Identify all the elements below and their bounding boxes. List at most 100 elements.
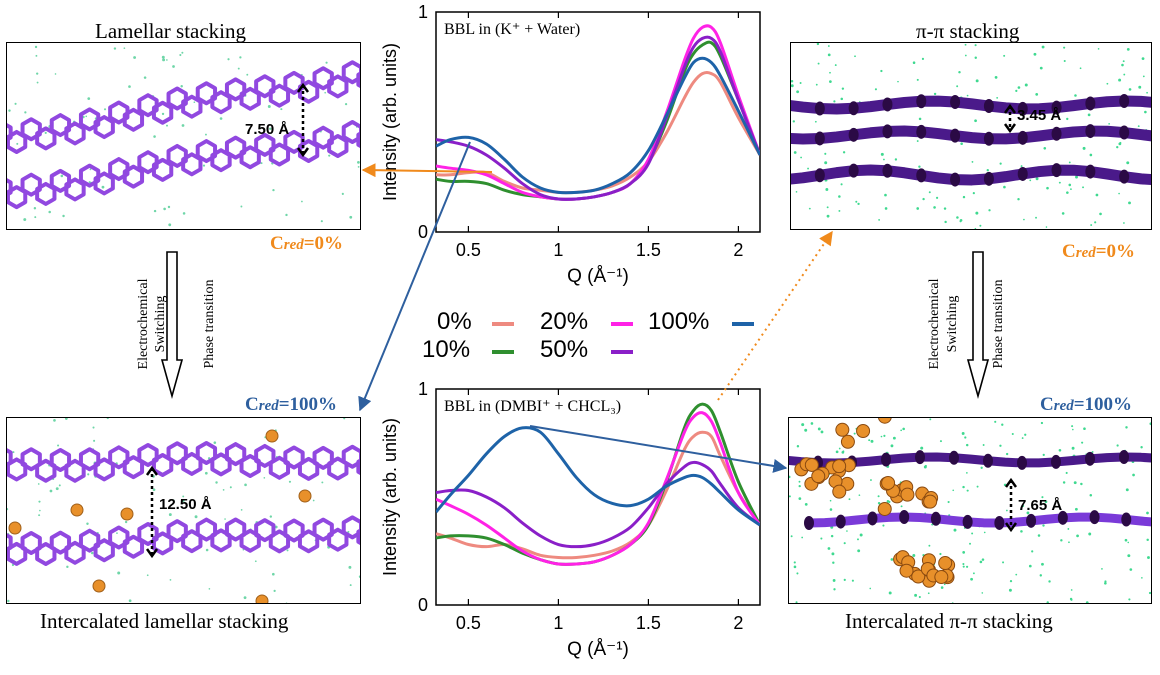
solvent-dot <box>880 152 884 156</box>
solvent-dot <box>1128 201 1131 205</box>
solvent-dot <box>1126 161 1130 165</box>
solvent-dot <box>798 480 801 483</box>
cred-subscript: red <box>1075 245 1096 261</box>
potassium-ion <box>8 521 22 535</box>
molecule-ring <box>78 528 101 553</box>
solvent-dot <box>843 578 846 581</box>
solvent-dot <box>328 154 331 157</box>
solvent-dot <box>1104 580 1107 583</box>
distance-arrow-head <box>1004 477 1018 488</box>
solvent-dot <box>227 58 230 61</box>
solvent-dot <box>999 162 1002 165</box>
backbone-atom <box>804 515 814 530</box>
solvent-dot <box>89 168 92 171</box>
solvent-dot <box>324 91 326 94</box>
solvent-dot <box>168 223 172 227</box>
dmbi-ion <box>840 434 855 449</box>
solvent-dot <box>922 197 925 201</box>
transition-text-left-3: Phase transition <box>202 279 217 369</box>
solvent-dot <box>916 207 920 210</box>
molecule-ring <box>283 70 305 95</box>
solvent-dot <box>912 61 916 64</box>
solvent-dot <box>793 561 796 564</box>
solvent-dot <box>60 174 64 178</box>
molecule-ring <box>20 117 42 142</box>
molecule-ring <box>166 86 188 111</box>
solvent-dot <box>1147 556 1150 559</box>
solvent-dot <box>1061 212 1065 215</box>
solvent-dot <box>8 109 11 112</box>
solvent-dot <box>1138 85 1142 89</box>
backbone-atom <box>950 172 961 187</box>
solvent-dot <box>878 219 881 221</box>
solvent-dot <box>1108 122 1110 125</box>
solvent-dot <box>66 565 69 569</box>
solvent-dot <box>842 151 846 154</box>
solvent-dot <box>1073 481 1077 485</box>
solvent-dot <box>312 499 315 502</box>
molecule-ring <box>137 150 159 175</box>
solvent-dot <box>103 108 107 111</box>
solvent-dot <box>349 215 353 219</box>
solvent-dot <box>939 440 942 443</box>
distance-arrow-head <box>296 147 310 158</box>
solvent-dot <box>793 151 797 154</box>
solvent-dot <box>222 488 225 491</box>
solvent-dot <box>341 192 344 195</box>
molecule-ring <box>224 135 247 160</box>
solvent-dot <box>884 207 888 210</box>
solvent-dot <box>877 502 881 505</box>
solvent-dot <box>1091 451 1094 453</box>
solvent-dot <box>1039 574 1043 577</box>
solvent-dot <box>1071 425 1074 428</box>
molecule-ring <box>312 445 334 470</box>
solvent-dot <box>953 528 957 532</box>
solvent-dot <box>53 419 56 422</box>
solvent-dot <box>1008 588 1012 592</box>
solvent-dot <box>916 78 919 81</box>
solvent-dot <box>167 205 171 209</box>
solvent-dot <box>962 565 965 568</box>
molecule-ring <box>108 157 130 182</box>
solvent-dot <box>874 88 877 91</box>
solvent-dot <box>36 72 39 75</box>
solvent-dot <box>1095 193 1099 197</box>
solvent-dot <box>280 108 283 111</box>
solvent-dot <box>1141 57 1145 60</box>
solvent-dot <box>962 563 965 566</box>
cred-value: =0% <box>303 233 344 254</box>
pi-pi-molecule-image <box>791 43 1151 229</box>
solvent-dot <box>106 418 109 420</box>
solvent-dot <box>952 489 955 492</box>
cred-subscript: red <box>1053 398 1074 414</box>
solvent-dot <box>133 56 137 59</box>
dmbi-ion <box>911 569 926 584</box>
solvent-dot <box>1079 67 1082 70</box>
solvent-dot <box>166 59 168 61</box>
series-line-100pct <box>436 426 760 527</box>
solvent-dot <box>927 592 930 595</box>
backbone-atom <box>916 94 927 109</box>
dmbi-ion <box>881 475 896 490</box>
solvent-dot <box>1125 488 1129 492</box>
solvent-dot <box>856 538 859 541</box>
solvent-dot <box>943 207 947 210</box>
dmbi-ion <box>900 487 915 502</box>
backbone-atom <box>983 171 994 186</box>
solvent-dot <box>892 436 896 440</box>
backbone-atom <box>994 515 1005 530</box>
lamellar-distance-label: 7.50 Å <box>245 121 290 138</box>
solvent-dot <box>789 475 791 479</box>
solvent-dot <box>1058 181 1061 184</box>
solvent-dot <box>1020 165 1023 168</box>
cred-value: =0% <box>1095 241 1136 262</box>
solvent-dot <box>320 220 323 223</box>
solvent-dot <box>57 444 60 447</box>
solvent-dot <box>986 168 989 172</box>
solvent-dot <box>34 45 38 49</box>
solvent-dot <box>168 513 172 517</box>
solvent-dot <box>38 500 41 503</box>
solvent-dot <box>123 47 126 50</box>
solvent-dot <box>1080 482 1083 486</box>
potassium-ion <box>70 503 84 517</box>
